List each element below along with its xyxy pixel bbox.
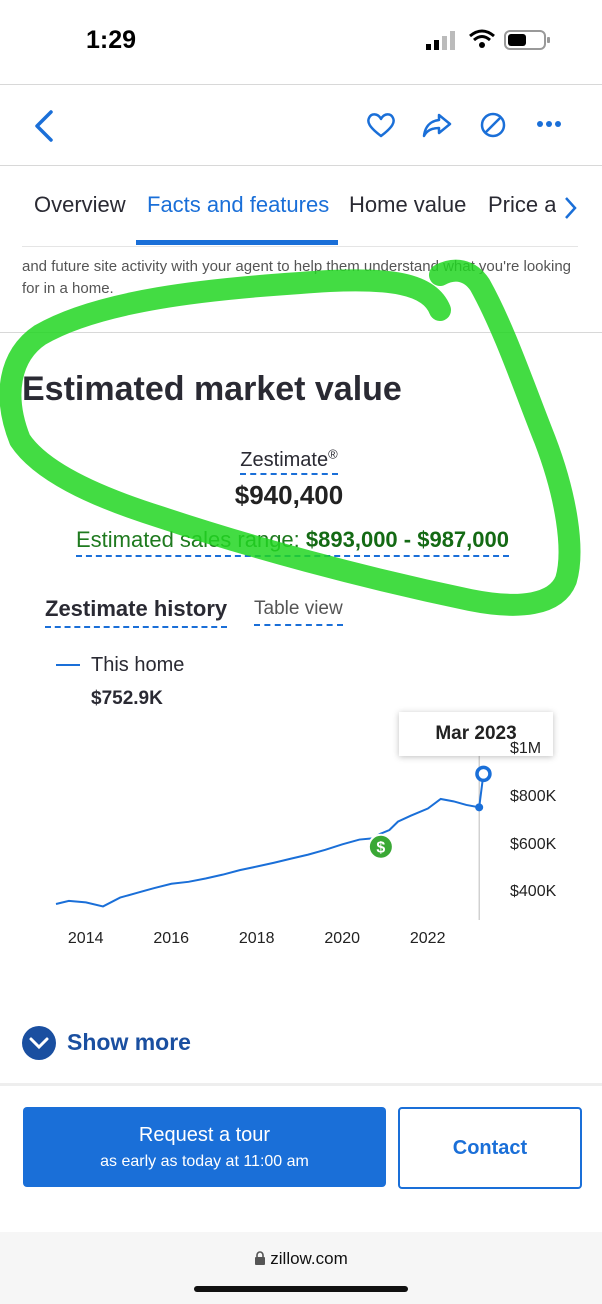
contact-button[interactable]: Contact <box>398 1107 582 1189</box>
x-tick-label: 2020 <box>324 930 360 947</box>
y-tick-label: $400K <box>510 883 557 901</box>
zestimate-label[interactable]: Zestimate® <box>0 446 578 475</box>
disclaimer-text-line: and future site activity with your agent… <box>22 258 572 275</box>
range-label: Estimated sales range: <box>76 527 300 552</box>
zestimate-history-chart[interactable]: $ <box>0 700 602 960</box>
tab-facts-and-features[interactable]: Facts and features <box>147 192 330 217</box>
active-tab-indicator <box>136 240 338 245</box>
table-view-link[interactable]: Table view <box>254 598 343 626</box>
y-tick-label: $600K <box>510 835 557 853</box>
request-tour-label: Request a tour <box>138 1124 271 1146</box>
hand-drawn-highlight-annotation <box>0 259 581 616</box>
cellular-signal-icon <box>426 31 455 50</box>
request-tour-button[interactable]: Request a tour as early as today at 11:0… <box>23 1107 386 1187</box>
dollar-sale-icon[interactable] <box>367 833 394 860</box>
tab-home-value[interactable]: Home value <box>349 192 467 217</box>
range-value: $893,000 - $987,000 <box>305 527 509 552</box>
chevron-down-icon[interactable] <box>22 1026 56 1060</box>
x-tick-label: 2014 <box>67 930 104 947</box>
y-tick-label: $1M <box>510 740 542 757</box>
registered-mark: ® <box>328 446 338 461</box>
legend-label: This home <box>91 654 185 676</box>
estimated-market-value-heading: Estimated market value <box>22 370 402 408</box>
chart-tooltip: Mar 2023 <box>399 712 553 756</box>
current-value-point <box>475 765 492 783</box>
request-tour-sublabel: as early as today at 11:00 am <box>100 1153 309 1170</box>
home-indicator[interactable] <box>194 1286 408 1292</box>
x-tick-label: 2016 <box>153 930 189 947</box>
wifi-icon <box>469 29 495 48</box>
lock-icon <box>255 1251 266 1265</box>
status-time: 1:29 <box>86 26 137 54</box>
zestimate-history-title[interactable]: Zestimate history <box>45 596 228 628</box>
tab-price-history[interactable]: Price a <box>488 192 556 217</box>
x-tick-label: 2018 <box>238 930 275 947</box>
back-chevron-icon[interactable] <box>32 109 56 143</box>
browser-url-bar[interactable] <box>0 1232 602 1304</box>
tab-overview[interactable]: Overview <box>34 192 126 217</box>
share-icon[interactable] <box>421 111 453 139</box>
status-bar: 1:29 <box>0 0 602 84</box>
battery-icon <box>504 30 550 50</box>
disclaimer-text-line: for in a home. <box>22 280 114 297</box>
zestimate-value: $940,400 <box>234 480 344 510</box>
legend-value: $752.9K <box>91 688 163 709</box>
x-tick-label: 2022 <box>409 930 446 947</box>
legend-line-swatch <box>56 664 80 666</box>
toolbar <box>0 85 602 165</box>
dollar-sale-glyph: $ <box>376 840 385 857</box>
url-text: zillow.com <box>270 1249 348 1268</box>
hide-icon[interactable] <box>479 111 507 139</box>
heart-icon[interactable] <box>366 111 396 139</box>
tabs-scroll-right-icon[interactable] <box>562 196 578 220</box>
series-line-this-home <box>55 773 485 908</box>
more-options-icon[interactable] <box>536 119 562 129</box>
url-display[interactable]: zillow.com <box>0 1249 602 1269</box>
estimated-sales-range[interactable]: Estimated sales range: $893,000 - $987,0… <box>76 527 509 557</box>
highlight-point <box>475 803 484 812</box>
show-more-button[interactable]: Show more <box>67 1029 191 1055</box>
zestimate-label-text: Zestimate <box>240 448 329 471</box>
y-tick-label: $800K <box>510 787 557 805</box>
